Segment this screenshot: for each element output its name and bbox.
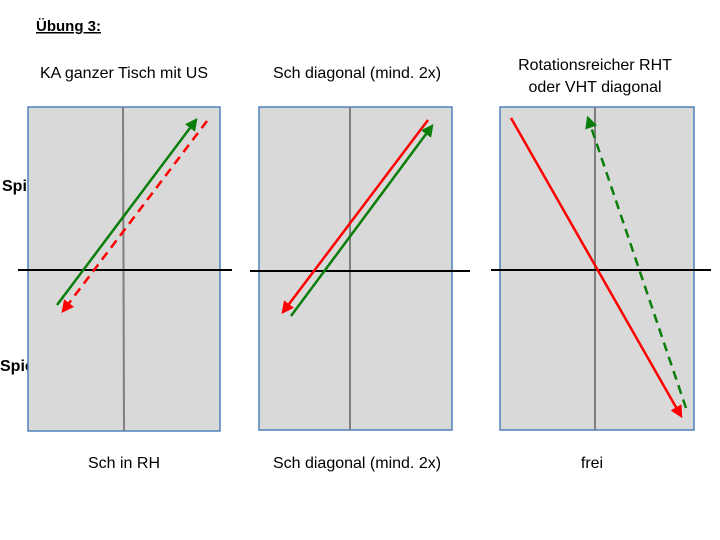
table-panel: Rotationsreicher RHT oder VHT diagonal f… <box>491 57 711 472</box>
panel-top-label: Sch diagonal (mind. 2x) <box>273 65 441 82</box>
arrow <box>61 120 208 313</box>
panel-top-label: oder VHT diagonal <box>528 79 661 96</box>
panel-top-label: Rotationsreicher RHT <box>518 57 672 74</box>
title: Übung 3: <box>36 18 101 35</box>
arrow <box>585 115 688 409</box>
table-panel: KA ganzer Tisch mit US Sch in RH <box>18 65 232 472</box>
panel-bottom-label: frei <box>581 455 603 472</box>
panel-bottom-label: Sch diagonal (mind. 2x) <box>273 455 441 472</box>
panel-bottom-label: Sch in RH <box>88 455 160 472</box>
table-panel: Sch diagonal (mind. 2x) Sch diagonal (mi… <box>250 65 470 472</box>
arrow <box>281 119 429 314</box>
arrow <box>509 117 683 419</box>
table <box>258 106 453 431</box>
arrow <box>289 123 434 317</box>
panel-top-label: KA ganzer Tisch mit US <box>40 65 208 82</box>
arrow <box>56 118 198 306</box>
